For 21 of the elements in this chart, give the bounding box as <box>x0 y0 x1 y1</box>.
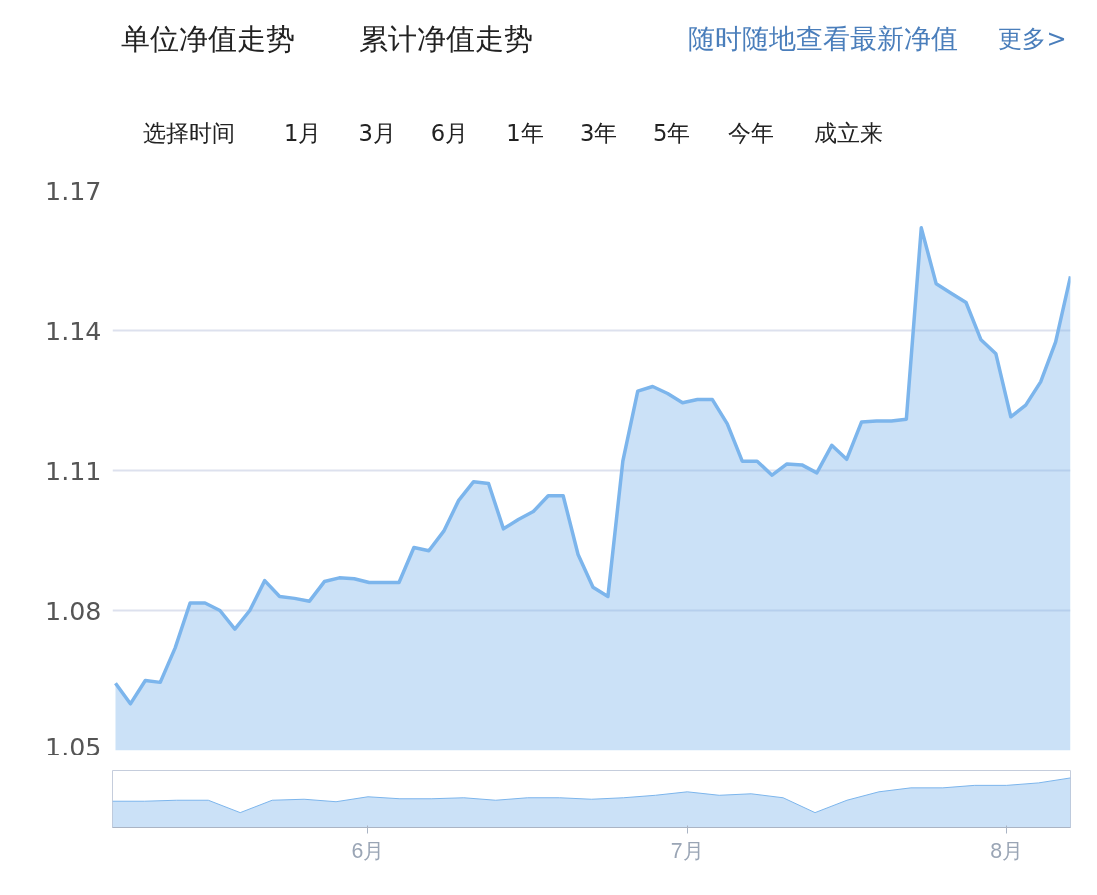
y-tick-label: 1.08 <box>45 595 102 626</box>
text: 1月 <box>283 119 322 146</box>
text: 6月 <box>430 119 469 146</box>
text: 更多> <box>998 24 1067 53</box>
text: 选择时间 <box>143 119 236 146</box>
text: 5年 <box>653 119 691 146</box>
x-tick-label: 7月 <box>670 838 704 863</box>
text: 随时随地查看最新净值 <box>688 23 959 54</box>
text: 3年 <box>580 119 618 146</box>
y-tick-label: 1.14 <box>45 315 102 346</box>
text: 1年 <box>506 119 544 146</box>
text: 今年 <box>727 119 774 146</box>
text: 成立来 <box>813 119 883 146</box>
text: 3月 <box>358 119 397 146</box>
text: 单位净值走势 <box>121 21 296 56</box>
y-tick-label: 1.17 <box>45 175 102 206</box>
x-tick-label: 6月 <box>351 838 385 863</box>
y-tick-label: 1.05 <box>45 731 102 762</box>
x-tick-label: 8月 <box>990 838 1024 863</box>
text: 累计净值走势 <box>358 21 533 56</box>
y-tick-label: 1.11 <box>45 455 102 486</box>
